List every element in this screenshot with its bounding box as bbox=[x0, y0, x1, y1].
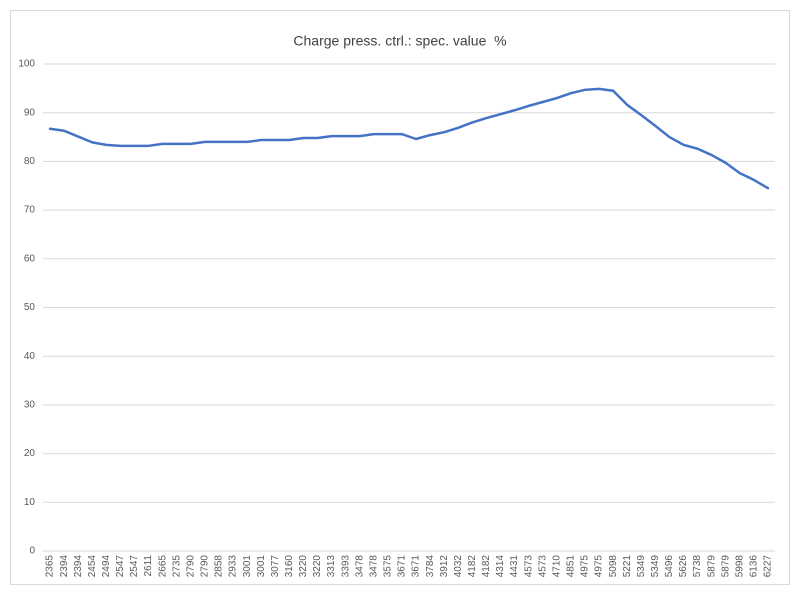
line-series bbox=[48, 87, 770, 190]
x-tick-label: 5998 bbox=[734, 555, 745, 578]
x-tick-label: 4573 bbox=[537, 555, 548, 578]
x-tick-label: 5879 bbox=[720, 555, 731, 578]
x-tick-label: 5626 bbox=[678, 555, 689, 578]
x-tick-label: 6136 bbox=[749, 555, 760, 578]
x-tick-label: 2790 bbox=[200, 555, 211, 578]
x-tick-label: 4314 bbox=[495, 555, 506, 578]
x-tick-label: 3077 bbox=[270, 555, 281, 578]
x-tick-label: 4975 bbox=[580, 555, 591, 578]
y-tick-label: 90 bbox=[24, 107, 36, 118]
x-tick-label: 2611 bbox=[143, 555, 154, 577]
x-tick-label: 5496 bbox=[664, 555, 675, 578]
x-tick-label: 6227 bbox=[763, 555, 774, 578]
y-tick-label: 30 bbox=[24, 400, 36, 411]
x-tick-label: 2454 bbox=[87, 555, 98, 578]
x-tick-label: 4182 bbox=[481, 555, 492, 578]
x-tick-label: 4431 bbox=[509, 555, 520, 578]
chart-frame bbox=[10, 10, 790, 585]
y-tick-label: 80 bbox=[24, 156, 36, 167]
x-tick-label: 4032 bbox=[453, 555, 464, 578]
x-tick-label: 3671 bbox=[411, 555, 422, 578]
x-tick-label: 3220 bbox=[312, 555, 323, 578]
x-tick-label: 2494 bbox=[101, 555, 112, 578]
y-tick-label: 20 bbox=[24, 448, 36, 459]
x-tick-label: 2858 bbox=[214, 555, 225, 578]
x-tick-label: 2547 bbox=[115, 555, 126, 578]
y-tick-label: 100 bbox=[18, 59, 35, 70]
y-tick-label: 0 bbox=[29, 546, 35, 557]
x-tick-label: 3001 bbox=[256, 555, 267, 578]
x-tick-label: 3478 bbox=[354, 555, 365, 578]
x-tick-label: 3393 bbox=[340, 555, 351, 578]
y-tick-label: 10 bbox=[24, 497, 36, 508]
x-tick-label: 4975 bbox=[594, 555, 605, 578]
x-tick-label: 2394 bbox=[59, 555, 70, 578]
x-tick-label: 5738 bbox=[692, 555, 703, 578]
x-tick-label: 3784 bbox=[425, 555, 436, 578]
x-tick-label: 2394 bbox=[73, 555, 84, 578]
y-tick-label: 60 bbox=[24, 253, 36, 264]
x-tick-label: 4851 bbox=[566, 555, 577, 578]
x-tick-label: 2735 bbox=[171, 555, 182, 578]
x-tick-label: 5349 bbox=[636, 555, 647, 578]
x-tick-label: 2547 bbox=[129, 555, 140, 578]
x-tick-label: 2933 bbox=[228, 555, 239, 578]
x-tick-label: 5098 bbox=[608, 555, 619, 578]
x-tick-label: 3575 bbox=[383, 555, 394, 578]
x-tick-label: 5879 bbox=[706, 555, 717, 578]
x-tick-label: 3912 bbox=[439, 555, 450, 578]
x-tick-label: 5349 bbox=[650, 555, 661, 578]
y-tick-label: 70 bbox=[24, 205, 36, 216]
x-tick-label: 2665 bbox=[157, 555, 168, 578]
x-tick-label: 3671 bbox=[397, 555, 408, 578]
x-tick-label: 3220 bbox=[298, 555, 309, 578]
x-tick-label: 3001 bbox=[242, 555, 253, 578]
x-tick-label: 4182 bbox=[467, 555, 478, 578]
x-tick-label: 3160 bbox=[284, 555, 295, 578]
x-tick-label: 5221 bbox=[622, 555, 633, 578]
y-tick-label: 50 bbox=[24, 302, 36, 313]
y-tick-label: 40 bbox=[24, 351, 36, 362]
x-tick-label: 4573 bbox=[523, 555, 534, 578]
x-tick-label: 2790 bbox=[185, 555, 196, 578]
chart-title: Charge press. ctrl.: spec. value % bbox=[293, 33, 506, 49]
x-tick-label: 2365 bbox=[45, 555, 56, 578]
x-tick-label: 3478 bbox=[368, 555, 379, 578]
x-tick-label: 3313 bbox=[326, 555, 337, 578]
x-tick-label: 4710 bbox=[551, 555, 562, 578]
